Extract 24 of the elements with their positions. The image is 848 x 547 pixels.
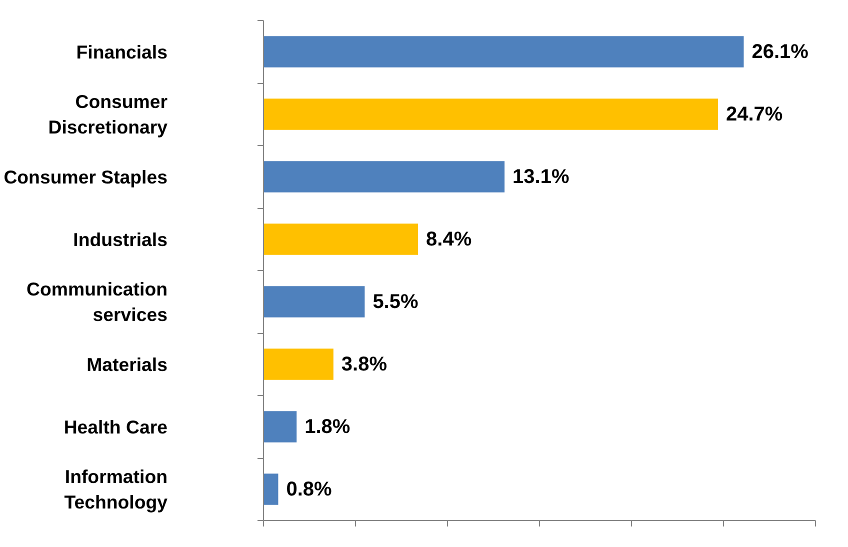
data-label: 0.8% <box>286 478 332 500</box>
bar <box>264 224 418 255</box>
y-tick-label: Financials <box>76 41 168 62</box>
y-tick-label: Materials <box>86 354 168 375</box>
y-tick-label: Information Technology <box>64 466 168 512</box>
data-label: 5.5% <box>372 290 419 313</box>
data-label: 26.1% <box>752 40 809 63</box>
data-label: 8.4% <box>426 228 472 250</box>
bar <box>264 161 505 192</box>
data-label: 3.8% <box>341 353 388 376</box>
bar <box>264 36 744 68</box>
y-tick-label: Industrials <box>73 228 168 250</box>
data-label: 13.1% <box>512 166 570 188</box>
y-tick-label: Consumer Discretionary <box>48 91 168 138</box>
bar <box>264 474 278 505</box>
data-label: 1.8% <box>304 416 350 438</box>
bar <box>264 348 334 380</box>
y-tick-label: Consumer Staples <box>4 166 168 188</box>
bar <box>264 411 297 442</box>
bar <box>264 286 365 318</box>
data-label: 24.7% <box>726 103 783 126</box>
y-tick-label: Communication services <box>26 278 168 325</box>
y-tick-label: Health Care <box>64 416 168 438</box>
bar <box>264 98 718 130</box>
